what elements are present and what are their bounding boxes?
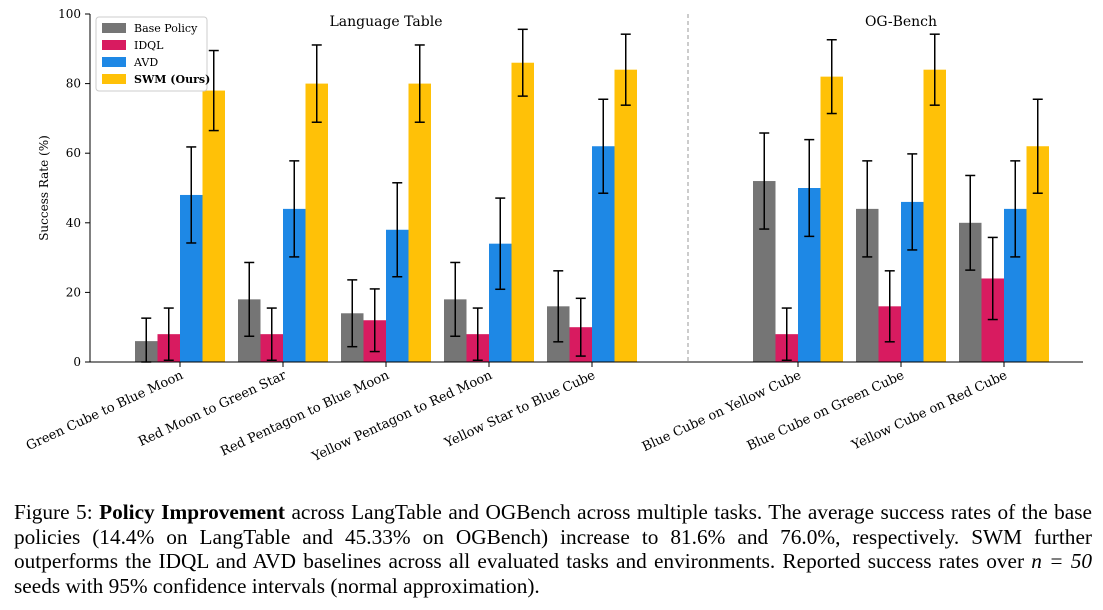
y-tick-label-5: 100 (58, 7, 81, 21)
bar-0-7 (959, 222, 982, 362)
bar-0-6 (856, 208, 879, 362)
x-tick-label-0: Green Cube to Blue Moon (24, 368, 186, 454)
x-tick-label-2: Red Pentagon to Blue Moon (218, 368, 392, 460)
caption-label: Figure 5: (14, 500, 93, 524)
bar-3-6 (923, 69, 946, 363)
bar-2-4 (592, 146, 615, 362)
legend-label-avd: AVD (133, 56, 158, 69)
y-tick-label-0: 0 (73, 355, 81, 369)
panel-title-og-bench: OG-Bench (865, 14, 937, 30)
bar-2-5 (798, 188, 821, 362)
legend-label-idql: IDQL (134, 39, 164, 52)
bar-3-5 (820, 76, 843, 362)
bar-2-7 (1004, 208, 1027, 362)
legend-swatch-idql (102, 40, 126, 50)
caption-text-end: seeds with 95% confidence intervals (nor… (14, 573, 540, 598)
bar-3-4 (614, 69, 637, 363)
caption-bold-title: Policy Improvement (99, 500, 285, 524)
x-tick-label-3: Yellow Pentagon to Red Moon (309, 368, 495, 465)
caption-math: n = 50 (1031, 549, 1093, 573)
bar-2-6 (901, 201, 924, 362)
legend-swatch-swm (102, 74, 126, 84)
bar-2-3 (489, 243, 512, 362)
bar-2-2 (386, 229, 409, 362)
success-rate-chart: 0 20 40 60 80 100 Success Rate (%) Green Cube t… (24, 7, 1083, 465)
bar-3-2 (408, 83, 431, 362)
legend-label-base-policy: Base Policy (134, 22, 198, 35)
y-tick-label-3: 60 (66, 146, 81, 160)
y-tick-label-4: 80 (66, 77, 81, 91)
legend-swatch-avd (102, 57, 126, 67)
bar-0-5 (753, 181, 776, 362)
legend-swatch-base-policy (102, 23, 126, 33)
caption-text: across LangTable and OGBench across mult… (14, 500, 1092, 573)
y-tick-label-1: 20 (66, 285, 81, 299)
bar-3-7 (1026, 146, 1049, 362)
bar-3-1 (305, 83, 328, 362)
figure-caption: Figure 5: Policy Improvement across Lang… (14, 500, 1092, 598)
bar-3-3 (511, 62, 534, 362)
legend-label-swm: SWM (Ours) (134, 73, 210, 86)
panel-title-language-table: Language Table (329, 14, 442, 30)
x-tick-label-5: Blue Cube on Yellow Cube (640, 368, 804, 455)
legend-frame (95, 16, 208, 92)
legend: Base Policy IDQL AVD SWM (Ours) (95, 16, 210, 92)
y-tick-label-2: 40 (66, 216, 81, 230)
y-axis-label: Success Rate (%) (37, 135, 51, 241)
bar-3-0 (202, 90, 225, 362)
bar-2-0 (180, 194, 203, 362)
bar-2-1 (283, 208, 306, 362)
